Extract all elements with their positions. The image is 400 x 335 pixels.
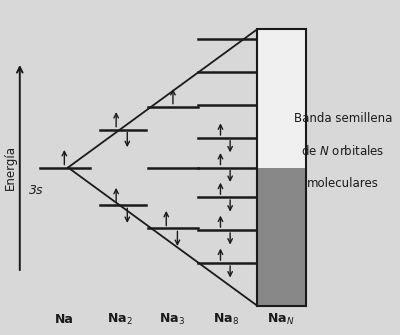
Text: Na$_2$: Na$_2$ <box>107 312 133 327</box>
Text: Energía: Energía <box>4 145 17 190</box>
Text: 3s: 3s <box>29 184 44 197</box>
Text: moleculares: moleculares <box>307 178 379 191</box>
Text: de $N$ orbitales: de $N$ orbitales <box>301 144 384 158</box>
Bar <box>258 168 306 306</box>
Text: Na$_N$: Na$_N$ <box>267 312 294 327</box>
Bar <box>258 29 306 168</box>
Text: Na$_3$: Na$_3$ <box>159 312 185 327</box>
Text: Banda semillena: Banda semillena <box>294 112 392 125</box>
Text: Na: Na <box>55 313 74 326</box>
Bar <box>258 29 306 306</box>
Text: Na$_8$: Na$_8$ <box>213 312 239 327</box>
